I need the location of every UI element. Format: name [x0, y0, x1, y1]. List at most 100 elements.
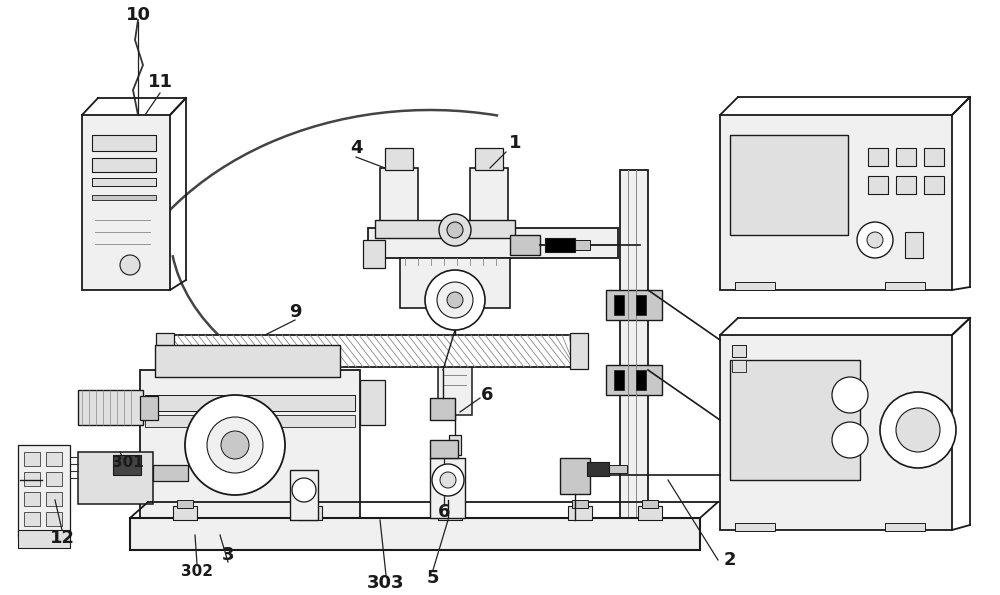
Bar: [31, 533, 38, 547]
Bar: [896, 148, 916, 166]
Bar: [385, 148, 413, 170]
Bar: [475, 148, 503, 170]
Circle shape: [207, 417, 263, 473]
Bar: [18, 530, 70, 548]
Bar: [575, 240, 590, 250]
Bar: [78, 390, 143, 425]
Bar: [896, 176, 916, 194]
Bar: [885, 282, 925, 290]
Text: 2: 2: [724, 551, 736, 569]
Bar: [92, 135, 156, 151]
Text: 6: 6: [481, 386, 493, 404]
Text: 1: 1: [509, 134, 521, 152]
Bar: [720, 335, 952, 530]
Bar: [720, 115, 952, 290]
Bar: [620, 170, 648, 550]
Bar: [587, 462, 609, 476]
Text: 9: 9: [289, 303, 301, 321]
Bar: [46, 472, 62, 486]
Bar: [642, 500, 658, 508]
Bar: [18, 445, 70, 537]
Bar: [570, 333, 588, 369]
Bar: [438, 365, 472, 415]
Bar: [470, 168, 508, 230]
Bar: [40, 533, 47, 547]
Bar: [92, 178, 156, 186]
Circle shape: [880, 392, 956, 468]
Bar: [905, 232, 923, 258]
Bar: [46, 512, 62, 526]
Bar: [545, 238, 575, 252]
Circle shape: [425, 270, 485, 330]
Bar: [868, 176, 888, 194]
Circle shape: [185, 395, 285, 495]
Bar: [732, 345, 746, 357]
Bar: [885, 523, 925, 531]
Text: 6: 6: [438, 503, 450, 521]
Text: 5: 5: [427, 569, 439, 587]
Bar: [430, 440, 458, 458]
Bar: [130, 518, 700, 550]
Circle shape: [447, 292, 463, 308]
Bar: [165, 335, 575, 367]
Bar: [730, 360, 860, 480]
Bar: [510, 235, 540, 255]
Circle shape: [867, 232, 883, 248]
Bar: [290, 470, 318, 520]
Circle shape: [440, 472, 456, 488]
Bar: [375, 220, 515, 238]
Bar: [22, 533, 29, 547]
Bar: [113, 455, 141, 475]
Circle shape: [432, 464, 464, 496]
Text: 12: 12: [50, 529, 75, 547]
Bar: [140, 396, 158, 420]
Text: 4: 4: [350, 139, 362, 157]
Text: 302: 302: [181, 565, 213, 580]
Bar: [438, 506, 462, 520]
Bar: [82, 115, 170, 290]
Bar: [430, 398, 455, 420]
Bar: [49, 533, 56, 547]
Text: 301: 301: [112, 455, 144, 469]
Circle shape: [896, 408, 940, 452]
Text: 303: 303: [367, 574, 405, 592]
Bar: [868, 148, 888, 166]
Bar: [140, 370, 360, 535]
Bar: [92, 158, 156, 172]
Bar: [173, 506, 197, 520]
Bar: [735, 282, 775, 290]
Bar: [58, 533, 65, 547]
Bar: [430, 458, 465, 518]
Bar: [153, 465, 188, 481]
Bar: [614, 295, 624, 315]
Bar: [298, 506, 322, 520]
Bar: [363, 240, 385, 268]
Circle shape: [857, 222, 893, 258]
Bar: [442, 500, 458, 508]
Bar: [302, 500, 318, 508]
Circle shape: [221, 431, 249, 459]
Bar: [24, 492, 40, 506]
Bar: [24, 512, 40, 526]
Bar: [636, 370, 646, 390]
Bar: [46, 452, 62, 466]
Bar: [145, 395, 355, 411]
Circle shape: [120, 255, 140, 275]
Text: 3: 3: [222, 546, 234, 564]
Bar: [360, 380, 385, 425]
Bar: [380, 168, 418, 230]
Bar: [609, 465, 627, 473]
Bar: [638, 506, 662, 520]
Circle shape: [439, 214, 471, 246]
Text: 11: 11: [148, 73, 173, 91]
Circle shape: [437, 282, 473, 318]
Bar: [78, 452, 153, 504]
Bar: [924, 176, 944, 194]
Bar: [636, 295, 646, 315]
Bar: [24, 452, 40, 466]
Bar: [92, 195, 156, 200]
Bar: [730, 135, 848, 235]
Bar: [177, 500, 193, 508]
Bar: [614, 370, 624, 390]
Bar: [24, 472, 40, 486]
